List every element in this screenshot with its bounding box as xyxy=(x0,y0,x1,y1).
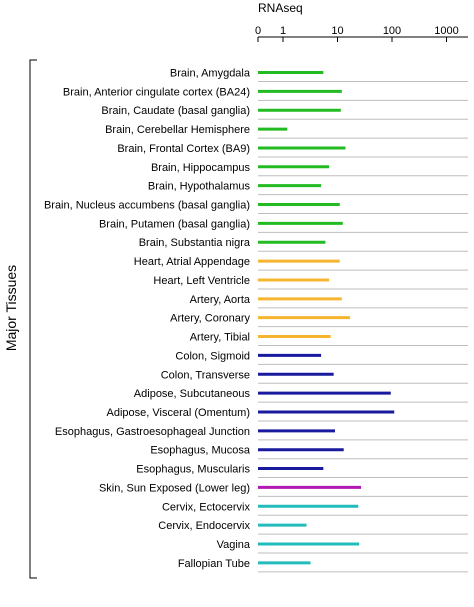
x-axis: 0 1 10 100 1000 xyxy=(255,25,468,42)
y-axis-title: Major Tissues xyxy=(3,265,19,351)
tissue-label: Colon, Transverse xyxy=(161,369,250,381)
tissue-row: Cervix, Ectocervix xyxy=(162,501,468,516)
tissue-row: Adipose, Visceral (Omentum) xyxy=(107,407,468,422)
tissue-label: Vagina xyxy=(217,539,251,551)
x-tick-label: 0 xyxy=(255,25,261,37)
tissue-label: Brain, Anterior cingulate cortex (BA24) xyxy=(63,86,250,98)
tissue-row: Brain, Putamen (basal ganglia) xyxy=(99,218,468,233)
tissue-row: Brain, Substantia nigra xyxy=(139,237,468,252)
tissue-row: Vagina xyxy=(217,539,468,554)
tissue-row: Esophagus, Gastroesophageal Junction xyxy=(55,426,468,441)
tissue-row: Brain, Caudate (basal ganglia) xyxy=(101,105,468,120)
tissue-label: Adipose, Subcutaneous xyxy=(134,388,251,400)
tissue-row: Heart, Left Ventricle xyxy=(153,275,468,290)
tissue-row: Fallopian Tube xyxy=(178,558,468,573)
tissue-row: Cervix, Endocervix xyxy=(158,520,468,535)
tissue-row: Artery, Tibial xyxy=(190,332,468,347)
tissue-label: Brain, Substantia nigra xyxy=(139,237,251,249)
tissue-label: Colon, Sigmoid xyxy=(175,350,250,362)
tissue-label: Brain, Nucleus accumbens (basal ganglia) xyxy=(44,200,250,212)
x-tick-label: 100 xyxy=(383,25,401,37)
tissue-label: Heart, Left Ventricle xyxy=(153,275,250,287)
tissue-label: Esophagus, Muscularis xyxy=(136,464,250,476)
tissue-label: Brain, Amygdala xyxy=(170,68,251,80)
tissue-row: Brain, Amygdala xyxy=(170,68,468,82)
tissue-label: Brain, Hippocampus xyxy=(151,162,251,174)
tissue-row: Esophagus, Mucosa xyxy=(150,445,468,460)
tissue-label: Skin, Sun Exposed (Lower leg) xyxy=(99,482,250,494)
tissue-label: Artery, Tibial xyxy=(190,332,250,344)
tissue-label: Artery, Coronary xyxy=(170,313,250,325)
tissue-row: Adipose, Subcutaneous xyxy=(134,388,468,403)
tissue-row: Brain, Hippocampus xyxy=(151,162,468,177)
x-tick-label: 1 xyxy=(280,25,286,37)
x-axis-title: RNAseq xyxy=(258,1,303,15)
tissue-label: Heart, Atrial Appendage xyxy=(134,256,250,268)
tissue-row: Heart, Atrial Appendage xyxy=(134,256,468,271)
chart-rows: Brain, Amygdala Brain, Anterior cingulate… xyxy=(44,68,468,573)
tissue-row: Colon, Transverse xyxy=(161,369,468,384)
tissue-label: Brain, Putamen (basal ganglia) xyxy=(99,218,250,230)
tissue-row: Brain, Nucleus accumbens (basal ganglia) xyxy=(44,200,468,215)
tissue-row: Brain, Hypothalamus xyxy=(148,181,468,196)
tissue-label: Fallopian Tube xyxy=(178,558,250,570)
tissue-label: Adipose, Visceral (Omentum) xyxy=(107,407,250,419)
x-tick-label: 10 xyxy=(331,25,343,37)
tissue-row: Brain, Cerebellar Hemisphere xyxy=(105,124,468,139)
tissue-label: Brain, Caudate (basal ganglia) xyxy=(101,105,250,117)
tissue-label: Brain, Cerebellar Hemisphere xyxy=(105,124,250,136)
tissue-label: Cervix, Ectocervix xyxy=(162,501,251,513)
x-tick-label: 1000 xyxy=(434,25,458,37)
tissue-row: Artery, Aorta xyxy=(190,294,468,309)
tissue-label: Brain, Hypothalamus xyxy=(148,181,251,193)
tissue-row: Brain, Frontal Cortex (BA9) xyxy=(117,143,468,158)
tissue-row: Colon, Sigmoid xyxy=(175,350,468,365)
tissue-label: Esophagus, Gastroesophageal Junction xyxy=(55,426,250,438)
tissue-label: Cervix, Endocervix xyxy=(158,520,250,532)
tissue-label: Artery, Aorta xyxy=(190,294,251,306)
tissue-row: Esophagus, Muscularis xyxy=(136,464,468,479)
tissue-label: Brain, Frontal Cortex (BA9) xyxy=(117,143,250,155)
tissue-row: Brain, Anterior cingulate cortex (BA24) xyxy=(63,86,468,101)
group-bracket xyxy=(29,59,37,579)
tissue-label: Esophagus, Mucosa xyxy=(150,445,251,457)
tissue-row: Skin, Sun Exposed (Lower leg) xyxy=(99,482,468,497)
y-axis-title-group: Major Tissues xyxy=(3,265,19,351)
tissue-row: Artery, Coronary xyxy=(170,313,468,328)
